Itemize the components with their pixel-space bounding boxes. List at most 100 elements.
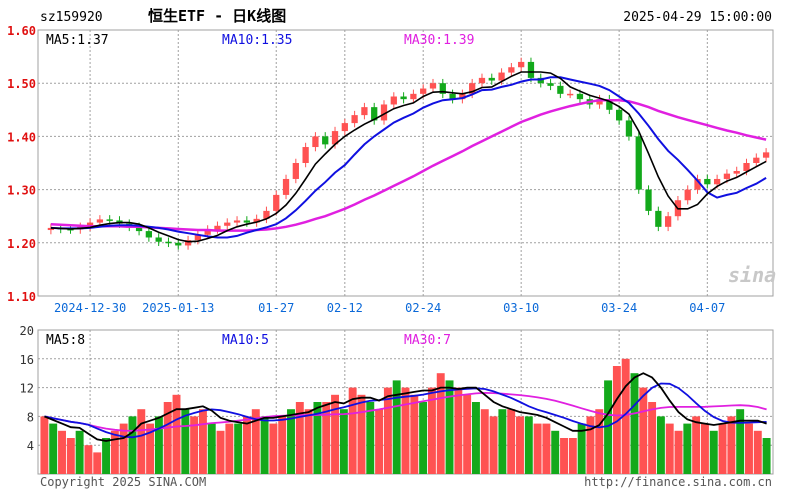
volume-bar: [181, 409, 190, 474]
candle-body: [625, 120, 633, 137]
candle-body: [459, 93, 466, 100]
candle-body: [351, 115, 358, 124]
price-panel: 1.60 1.50 1.40 1.30 1.20 1.10 2024-12-30 2025-0…: [7, 24, 774, 315]
stock-code: sz159920: [40, 10, 103, 25]
price-ma30-line: [50, 98, 767, 232]
candle-body: [282, 178, 290, 195]
volume-bar: [709, 430, 718, 474]
volume-bar: [278, 416, 287, 474]
volume-legend-2: MA30:7: [404, 333, 451, 348]
candle-body: [243, 220, 250, 223]
volume-bar: [551, 430, 560, 474]
volume-bar: [648, 402, 657, 474]
volume-bar: [366, 402, 375, 474]
volume-bar: [260, 416, 269, 474]
candle-body: [694, 178, 701, 190]
candle-body: [145, 231, 153, 238]
volume-bar: [577, 423, 586, 474]
volume-bar: [331, 394, 340, 474]
volume-bar: [339, 409, 348, 474]
copyright-text: Copyright 2025 SINA.COM: [40, 475, 206, 489]
volume-y-tick-label: 8: [27, 410, 34, 424]
x-tick-label: 01-27: [258, 301, 294, 315]
candle-body: [361, 107, 368, 116]
volume-bar: [639, 387, 648, 474]
volume-bar: [392, 380, 401, 474]
candle-body: [547, 83, 554, 86]
volume-bar: [568, 438, 577, 474]
candle-body: [704, 178, 711, 185]
volume-bar: [753, 430, 762, 474]
x-tick-label: 04-07: [689, 301, 725, 315]
candle-body: [106, 219, 113, 221]
x-tick-label: 2024-12-30: [54, 301, 126, 315]
price-ma10-line: [50, 76, 767, 239]
candle-body: [537, 77, 544, 84]
candle-body: [655, 210, 662, 227]
volume-bar: [401, 387, 410, 474]
price-legend-1: MA10:1.35: [222, 33, 292, 48]
volume-bar: [410, 394, 419, 474]
volume-bar: [498, 409, 507, 474]
volume-bar: [595, 409, 604, 474]
candle-body: [96, 219, 104, 223]
volume-bar: [75, 430, 84, 474]
volume-bar: [66, 438, 75, 474]
volume-bar: [542, 423, 551, 474]
candle-body: [635, 136, 642, 190]
volume-y-tick-label: 16: [20, 353, 34, 367]
candle-body: [743, 163, 750, 171]
volume-bar: [560, 438, 568, 474]
candle-body: [498, 72, 505, 81]
volume-bar: [357, 394, 366, 474]
volume-bar: [295, 402, 304, 474]
candle-body: [527, 61, 535, 78]
volume-bar: [630, 373, 639, 474]
candle-body: [233, 220, 241, 223]
volume-bar: [656, 416, 665, 474]
candle-body: [312, 136, 319, 148]
volume-ma30-line: [44, 391, 767, 432]
volume-ma10-line: [44, 382, 767, 439]
candle-body: [390, 96, 397, 105]
volume-bar: [463, 394, 472, 474]
price-y-tick-label: 1.60: [7, 24, 36, 38]
volume-bar: [745, 423, 753, 474]
candle-body: [194, 234, 201, 241]
volume-bar: [287, 409, 295, 474]
candle-body: [47, 227, 55, 231]
watermark: sina: [728, 263, 776, 287]
volume-bar: [718, 423, 727, 474]
volume-ma5-line: [44, 372, 767, 442]
volume-bar: [480, 409, 489, 474]
candle-body: [175, 242, 182, 246]
candle-body: [488, 77, 495, 81]
candle-body: [204, 229, 211, 235]
volume-bar: [604, 380, 613, 474]
candle-body: [576, 93, 584, 100]
candle-body: [263, 210, 270, 219]
volume-bar: [471, 402, 480, 474]
candle-body: [420, 88, 427, 94]
volume-bar: [454, 387, 463, 474]
volume-bar: [621, 358, 630, 474]
volume-bar: [154, 416, 163, 474]
candle-body: [508, 67, 515, 73]
candle-body: [596, 99, 603, 105]
candle-body: [616, 109, 623, 121]
volume-bar: [49, 423, 58, 474]
candle-body: [184, 240, 192, 246]
volume-bar: [665, 423, 674, 474]
volume-bar: [225, 423, 234, 474]
volume-bar: [313, 402, 322, 474]
volume-y-tick-label: 20: [20, 324, 34, 338]
candle-body: [214, 225, 221, 230]
candle-body: [224, 222, 231, 226]
candle-body: [341, 123, 348, 132]
candle-body: [478, 77, 486, 84]
candle-body: [664, 216, 672, 227]
candle-body: [684, 189, 691, 201]
candle-body: [645, 189, 652, 211]
x-tick-label: 02-12: [327, 301, 363, 315]
